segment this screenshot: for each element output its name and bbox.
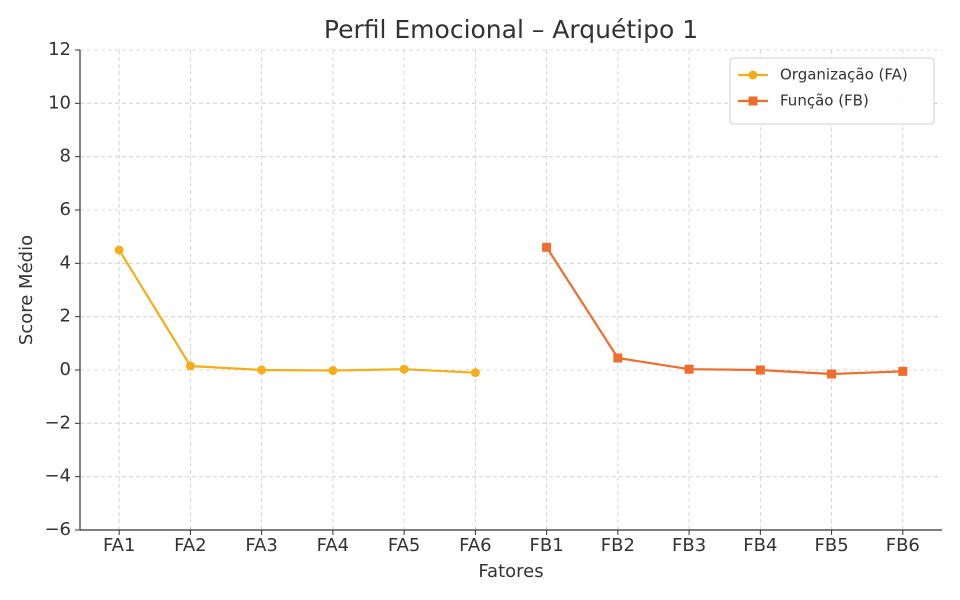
- legend-label: Função (FB): [780, 92, 869, 110]
- y-tick-label: 6: [60, 199, 71, 220]
- series-line: [545, 246, 903, 376]
- x-tick-label: FA1: [103, 535, 135, 556]
- y-tick-label: −6: [44, 519, 71, 540]
- legend-label: Organização (FA): [780, 66, 908, 84]
- x-tick-label: FA2: [174, 535, 206, 556]
- data-point: [328, 366, 338, 376]
- x-tick-label: FA3: [245, 535, 277, 556]
- y-tick-label: −2: [44, 412, 71, 433]
- y-tick-label: 10: [48, 92, 71, 113]
- x-tick-label: FA4: [317, 535, 349, 556]
- y-tick-label: 12: [48, 39, 71, 60]
- chart-title: Perfil Emocional – Arquétipo 1: [324, 15, 698, 44]
- y-tick-label: 2: [60, 306, 71, 327]
- legend-marker: [748, 70, 758, 80]
- data-point: [470, 368, 480, 378]
- x-tick-label: FB4: [743, 535, 777, 556]
- y-axis-label: Score Médio: [16, 235, 37, 345]
- data-point: [257, 365, 267, 375]
- x-tick-label: FB3: [672, 535, 706, 556]
- data-point: [114, 245, 124, 255]
- x-tick-label: FB2: [601, 535, 635, 556]
- series-line: [118, 249, 476, 374]
- x-tick-label: FA5: [388, 535, 420, 556]
- y-tick-label: 8: [60, 146, 71, 167]
- data-point: [827, 369, 837, 379]
- data-point: [613, 353, 623, 363]
- data-point: [755, 365, 765, 375]
- y-tick-label: 0: [60, 359, 71, 380]
- x-axis-label: Fatores: [478, 561, 543, 582]
- x-tick-label: FB1: [530, 535, 564, 556]
- x-tick-label: FA6: [459, 535, 491, 556]
- y-tick-label: 4: [60, 252, 71, 273]
- data-point: [399, 364, 409, 374]
- x-tick-label: FB5: [815, 535, 849, 556]
- data-point: [542, 242, 552, 252]
- data-point: [684, 364, 694, 374]
- legend-box: [729, 57, 935, 125]
- data-point: [185, 361, 195, 371]
- legend-marker: [748, 96, 758, 106]
- x-tick-label: FB6: [886, 535, 920, 556]
- y-tick-label: −4: [44, 466, 71, 487]
- data-point: [898, 366, 908, 376]
